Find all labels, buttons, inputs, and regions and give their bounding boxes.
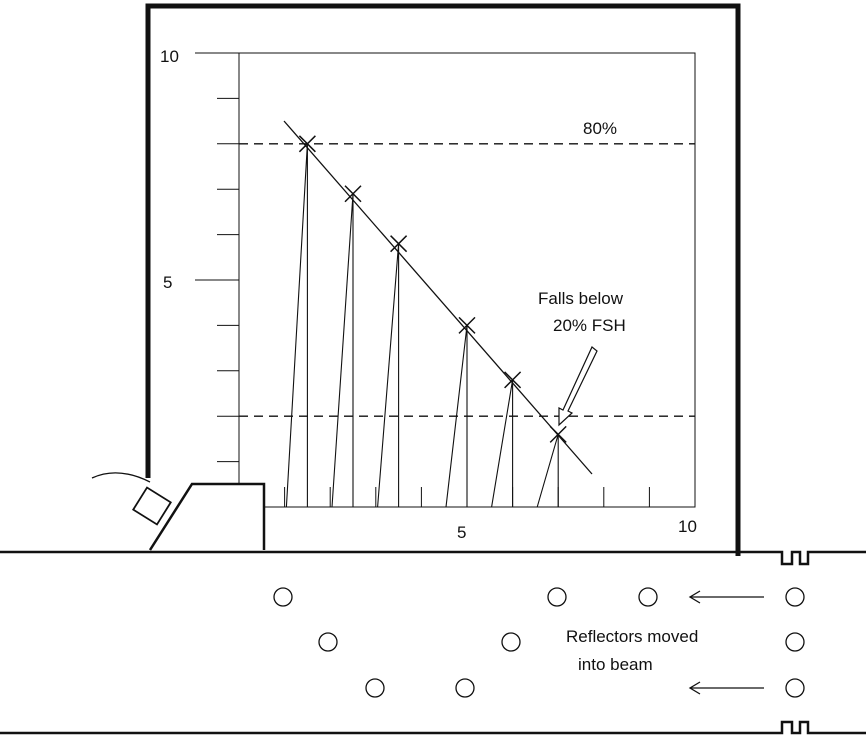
reflector-hole bbox=[638, 587, 658, 607]
y-axis-ticks bbox=[195, 52, 239, 463]
echo-signal bbox=[491, 371, 522, 508]
echo-signal bbox=[445, 316, 476, 508]
reflectors-label-line1: Reflectors moved bbox=[566, 627, 698, 646]
reflector-hole bbox=[547, 587, 567, 607]
echo-signal-trace bbox=[491, 379, 514, 508]
dac-curve-line bbox=[283, 120, 593, 475]
echo-signal bbox=[285, 135, 316, 508]
reference-line-80-percent-label: 80% bbox=[583, 119, 617, 138]
y-tick-label-10: 10 bbox=[160, 47, 179, 66]
reflector-move-arrow-icon bbox=[688, 681, 764, 695]
reflector-holes bbox=[273, 587, 805, 698]
reflector-hole bbox=[318, 632, 338, 652]
echo-signal-trace bbox=[285, 143, 308, 508]
falls-below-label-line2: 20% FSH bbox=[553, 316, 626, 335]
reflector-hole bbox=[501, 632, 521, 652]
reflectors-label-line2: into beam bbox=[578, 655, 653, 674]
probe-icon bbox=[91, 472, 266, 551]
echo-signal-trace bbox=[331, 193, 354, 508]
peak-marker bbox=[549, 425, 567, 443]
reflector-hole bbox=[785, 587, 805, 607]
echo-signal-trace bbox=[377, 243, 400, 508]
test-block-bottom-edge bbox=[0, 720, 866, 735]
reflector-move-arrow-icon bbox=[688, 590, 764, 604]
peak-marker bbox=[390, 235, 408, 253]
x-tick-label-10: 10 bbox=[678, 517, 697, 536]
instrument-screen-frame bbox=[145, 3, 741, 556]
peak-marker bbox=[344, 185, 362, 203]
x-tick-label-5: 5 bbox=[457, 523, 466, 542]
peak-marker bbox=[458, 316, 476, 334]
falls-below-label-line1: Falls below bbox=[538, 289, 624, 308]
echo-signal bbox=[377, 235, 408, 508]
echo-signal bbox=[536, 425, 567, 508]
reflector-hole bbox=[365, 678, 385, 698]
echo-peaks bbox=[285, 135, 567, 508]
reflector-hole bbox=[273, 587, 293, 607]
reflector-hole bbox=[785, 678, 805, 698]
y-tick-label-5: 5 bbox=[163, 273, 172, 292]
reflector-hole bbox=[455, 678, 475, 698]
test-block-top-edge bbox=[0, 550, 866, 566]
echo-signal-trace bbox=[536, 434, 559, 508]
falls-below-arrow bbox=[558, 346, 598, 427]
peak-marker bbox=[504, 371, 522, 389]
echo-signal bbox=[331, 185, 362, 508]
reflector-hole bbox=[785, 632, 805, 652]
peak-marker bbox=[298, 135, 316, 153]
